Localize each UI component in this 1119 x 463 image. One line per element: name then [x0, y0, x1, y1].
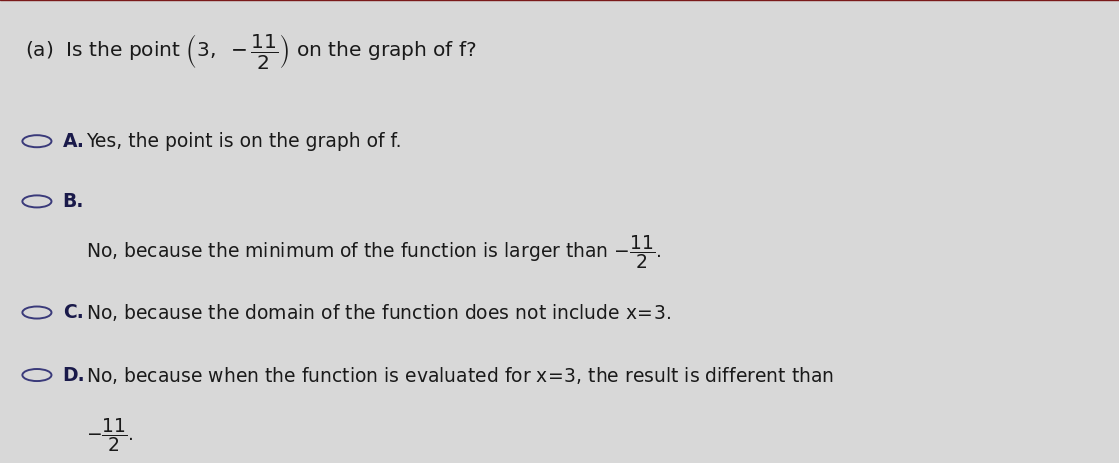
Text: No, because the minimum of the function is larger than $-\dfrac{11}{2}$.: No, because the minimum of the function …	[86, 233, 661, 271]
Text: No, because when the function is evaluated for x$\!=\!$3, the result is differen: No, because when the function is evaluat…	[86, 364, 834, 386]
Text: No, because the domain of the function does not include x$\!=\!$3.: No, because the domain of the function d…	[86, 302, 671, 323]
Text: D.: D.	[63, 365, 85, 385]
Text: $-\dfrac{11}{2}$.: $-\dfrac{11}{2}$.	[86, 416, 134, 454]
Text: A.: A.	[63, 131, 85, 151]
Text: (a)  Is the point $\left(3,\ -\dfrac{11}{2}\right)$ on the graph of f?: (a) Is the point $\left(3,\ -\dfrac{11}{…	[25, 32, 477, 71]
Text: Yes, the point is on the graph of f.: Yes, the point is on the graph of f.	[86, 131, 402, 151]
Text: C.: C.	[63, 303, 84, 322]
Text: B.: B.	[63, 192, 84, 211]
